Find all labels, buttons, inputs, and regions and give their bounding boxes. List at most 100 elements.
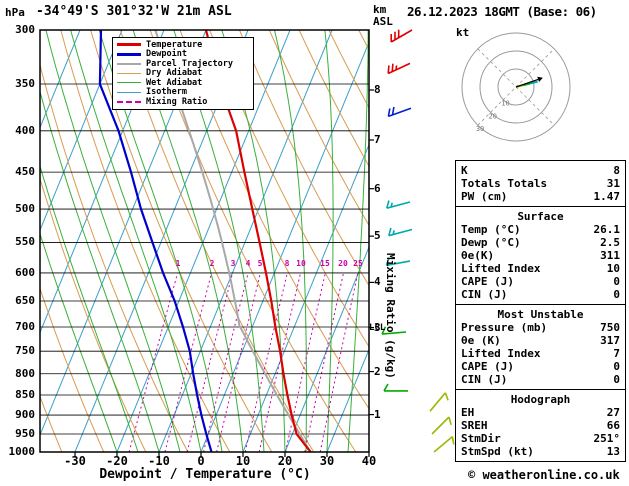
stat-row: EH 27 <box>461 406 620 419</box>
wind-barb <box>387 106 412 118</box>
stat-value: 8 <box>613 164 620 177</box>
pressure-tick-label: 700 <box>15 320 35 333</box>
stat-row: CAPE (J) 0 <box>461 275 620 288</box>
temperature-tick-label: -20 <box>106 454 128 468</box>
dry-adiabat-line <box>268 30 369 227</box>
wind-barb <box>381 326 407 335</box>
stat-value: 0 <box>613 288 620 301</box>
legend-item: Dewpoint <box>117 49 249 60</box>
stat-label: PW (cm) <box>461 190 508 203</box>
stat-value: 0 <box>613 373 620 386</box>
mixing-ratio-value-label: 20 <box>338 259 348 268</box>
km-asl-axis-label: km ASL <box>373 4 393 28</box>
stat-row: Dewp (°C) 2.5 <box>461 236 620 249</box>
legend-label: Temperature <box>146 39 203 50</box>
legend-label: Dry Adiabat <box>146 68 203 79</box>
pressure-tick-label: 900 <box>15 408 35 421</box>
km-tick-label: 1 <box>374 408 381 421</box>
stat-row: CIN (J) 0 <box>461 373 620 386</box>
stat-row: PW (cm) 1.47 <box>461 190 620 203</box>
legend-swatch-temperature <box>117 43 141 47</box>
stat-label: CAPE (J) <box>461 360 514 373</box>
stat-value: 750 <box>600 321 620 334</box>
stat-label: CIN (J) <box>461 373 508 386</box>
km-asl-axis-label-line2: ASL <box>373 15 393 28</box>
legend: Temperature Dewpoint Parcel Trajectory Dry … <box>112 37 254 110</box>
stat-row: Lifted Index 7 <box>461 347 620 360</box>
mixing-ratio-value-label: 2 <box>209 259 215 268</box>
stat-row: Temp (°C) 26.1 <box>461 223 620 236</box>
stat-value: 251° <box>593 432 621 445</box>
temperature-tick-label: 40 <box>361 454 377 468</box>
hodograph-ring-label: 20 <box>489 112 497 120</box>
stat-label: Pressure (mb) <box>461 321 548 334</box>
km-tick-label: 6 <box>374 182 381 195</box>
stat-label: Lifted Index <box>461 347 541 360</box>
legend-item: Temperature <box>117 40 249 50</box>
stats-panel: K 8 Totals Totals 31 PW (cm) 1.47 Surface Temp … <box>455 160 626 462</box>
copyright: © weatheronline.co.uk <box>468 468 620 482</box>
temperature-tick-label: -30 <box>64 454 86 468</box>
mixing-ratio-value-label: 3 <box>230 259 236 268</box>
legend-swatch-parcel <box>117 62 141 65</box>
mixing-ratio-value-label: 5 <box>257 259 263 268</box>
legend-swatch-mixing_ratio <box>117 100 141 103</box>
stat-label: Lifted Index <box>461 262 541 275</box>
isotherm-line <box>40 30 81 129</box>
mixing-ratio-value-label: 4 <box>245 259 251 268</box>
legend-swatch-wet_adiabat <box>117 82 141 84</box>
stat-label: Temp (°C) <box>461 223 521 236</box>
storm-motion-vector <box>515 78 539 88</box>
wind-barb <box>429 392 449 412</box>
mixing-ratio-value-label: 25 <box>353 259 363 268</box>
wet-adiabat-line <box>324 30 334 452</box>
hodograph-trace-segment <box>522 82 531 87</box>
temperature-curve <box>204 30 312 452</box>
mixing-ratio-line <box>304 272 344 452</box>
hodograph-ring <box>461 32 571 142</box>
stat-label: StmSpd (kt) <box>461 445 534 458</box>
stat-value: 66 <box>606 419 620 432</box>
wet-adiabat-line <box>390 30 436 452</box>
pressure-unit-label: hPa <box>5 6 25 19</box>
stat-value: 7 <box>613 347 620 360</box>
stat-row: SREH 66 <box>461 419 620 432</box>
stat-row: Totals Totals 31 <box>461 177 620 190</box>
pressure-tick-label: 800 <box>15 367 35 380</box>
pressure-tick-label: 600 <box>15 266 35 279</box>
stat-row: Lifted Index 10 <box>461 262 620 275</box>
stat-value: 311 <box>600 249 620 262</box>
stat-row: θe (K) 317 <box>461 334 620 347</box>
mixing-ratio-value-label: 8 <box>284 259 290 268</box>
stat-value: 1.47 <box>593 190 621 203</box>
mixing-ratio-line <box>186 272 234 452</box>
stat-row: Pressure (mb) 750 <box>461 321 620 334</box>
hodograph-ring <box>497 68 535 106</box>
stat-label: θe(K) <box>461 249 495 262</box>
datetime-title: 26.12.2023 18GMT (Base: 06) <box>407 4 597 19</box>
km-tick-label: 2 <box>374 365 381 378</box>
legend-swatch-isotherm <box>117 91 141 93</box>
wet-adiabat-line <box>45 30 181 452</box>
pressure-tick-label: 500 <box>15 202 35 215</box>
hodograph-unit-label: kt <box>456 26 470 39</box>
stats-section-title: Surface <box>517 210 564 223</box>
stats-section-indices: K 8 Totals Totals 31 PW (cm) 1.47 <box>456 161 625 206</box>
hodograph-trace-segment <box>530 80 538 85</box>
km-asl-axis-label-line1: km <box>373 3 387 16</box>
pressure-tick-label: 850 <box>15 388 35 401</box>
stat-label: SREH <box>461 419 488 432</box>
stat-label: EH <box>461 406 475 419</box>
wind-barb <box>385 257 411 267</box>
hodograph-ring-label: 10 <box>501 100 509 108</box>
legend-label: Dewpoint <box>146 49 187 60</box>
pressure-tick-label: 400 <box>15 124 35 137</box>
legend-item: Isotherm <box>117 87 249 97</box>
wind-barb <box>433 435 455 453</box>
stat-value: 27 <box>606 406 620 419</box>
temperature-tick-label: 30 <box>319 454 335 468</box>
hodograph-ring <box>479 50 553 124</box>
legend-label: Parcel Trajectory <box>146 58 233 69</box>
stat-value: 317 <box>600 334 620 347</box>
isotherm-line <box>40 30 123 232</box>
